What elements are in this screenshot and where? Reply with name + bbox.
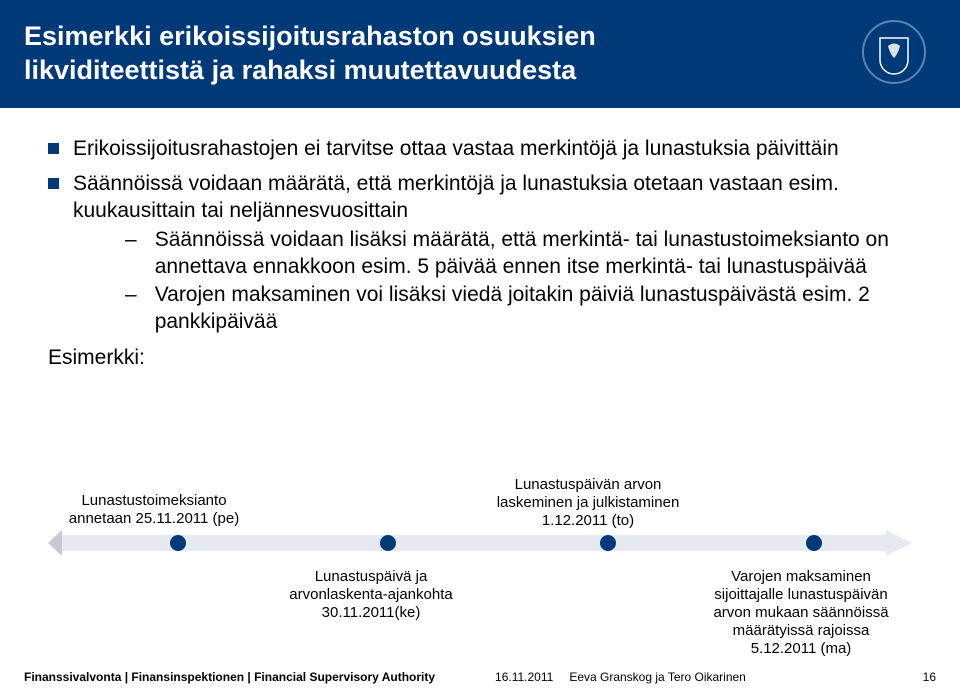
content-area: Erikoissijoitusrahastojen ei tarvitse ot… (0, 108, 960, 370)
footer-date: 16.11.2011 (495, 670, 553, 684)
coat-of-arms-icon (858, 16, 930, 94)
dash-marker-icon: – (125, 227, 137, 281)
dash-marker-icon: – (125, 282, 137, 336)
timeline-label: Lunastuspäivä ja arvonlaskenta-ajankohta… (276, 568, 466, 622)
timeline-dots (48, 530, 912, 556)
sub-bullet-item: – Varojen maksaminen voi lisäksi viedä j… (125, 282, 912, 336)
slide-footer: Finanssivalvonta | Finansinspektionen | … (0, 670, 960, 684)
bullet-item: Erikoissijoitusrahastojen ei tarvitse ot… (48, 136, 912, 163)
timeline-diagram: Lunastustoimeksianto annetaan 25.11.2011… (48, 458, 912, 654)
timeline-label: Lunastuspäivän arvon laskeminen ja julki… (488, 476, 688, 530)
bullet-text: Säännöissä voidaan määrätä, että merkint… (73, 171, 912, 225)
bullet-item: Säännöissä voidaan määrätä, että merkint… (48, 171, 912, 338)
bullet-text: Erikoissijoitusrahastojen ei tarvitse ot… (73, 136, 839, 163)
slide-title: Esimerkki erikoissijoitusrahaston osuuks… (0, 20, 760, 88)
timeline-label: Varojen maksaminen sijoittajalle lunastu… (696, 568, 906, 658)
bullet-marker-icon (48, 143, 59, 154)
sub-bullet-item: – Säännöissä voidaan lisäksi määrätä, et… (125, 227, 912, 281)
timeline-label: Lunastustoimeksianto annetaan 25.11.2011… (64, 492, 244, 528)
timeline-dot-icon (600, 535, 616, 551)
footer-org: Finanssivalvonta | Finansinspektionen | … (24, 670, 435, 684)
sub-bullet-text: Varojen maksaminen voi lisäksi viedä joi… (155, 282, 912, 336)
bullet-marker-icon (48, 178, 59, 189)
timeline-dot-icon (380, 535, 396, 551)
timeline-arrow (48, 530, 912, 556)
timeline-dot-icon (806, 535, 822, 551)
timeline-dot-icon (170, 535, 186, 551)
slide-header: Esimerkki erikoissijoitusrahaston osuuks… (0, 0, 960, 108)
example-label: Esimerkki: (48, 346, 912, 370)
footer-page: 16 (923, 670, 936, 684)
timeline-top-labels: Lunastustoimeksianto annetaan 25.11.2011… (48, 458, 912, 530)
footer-author: Eeva Granskog ja Tero Oikarinen (569, 670, 746, 684)
timeline-bottom-labels: Lunastuspäivä ja arvonlaskenta-ajankohta… (48, 564, 912, 654)
sub-bullet-list: – Säännöissä voidaan lisäksi määrätä, et… (125, 227, 912, 337)
sub-bullet-text: Säännöissä voidaan lisäksi määrätä, että… (155, 227, 912, 281)
